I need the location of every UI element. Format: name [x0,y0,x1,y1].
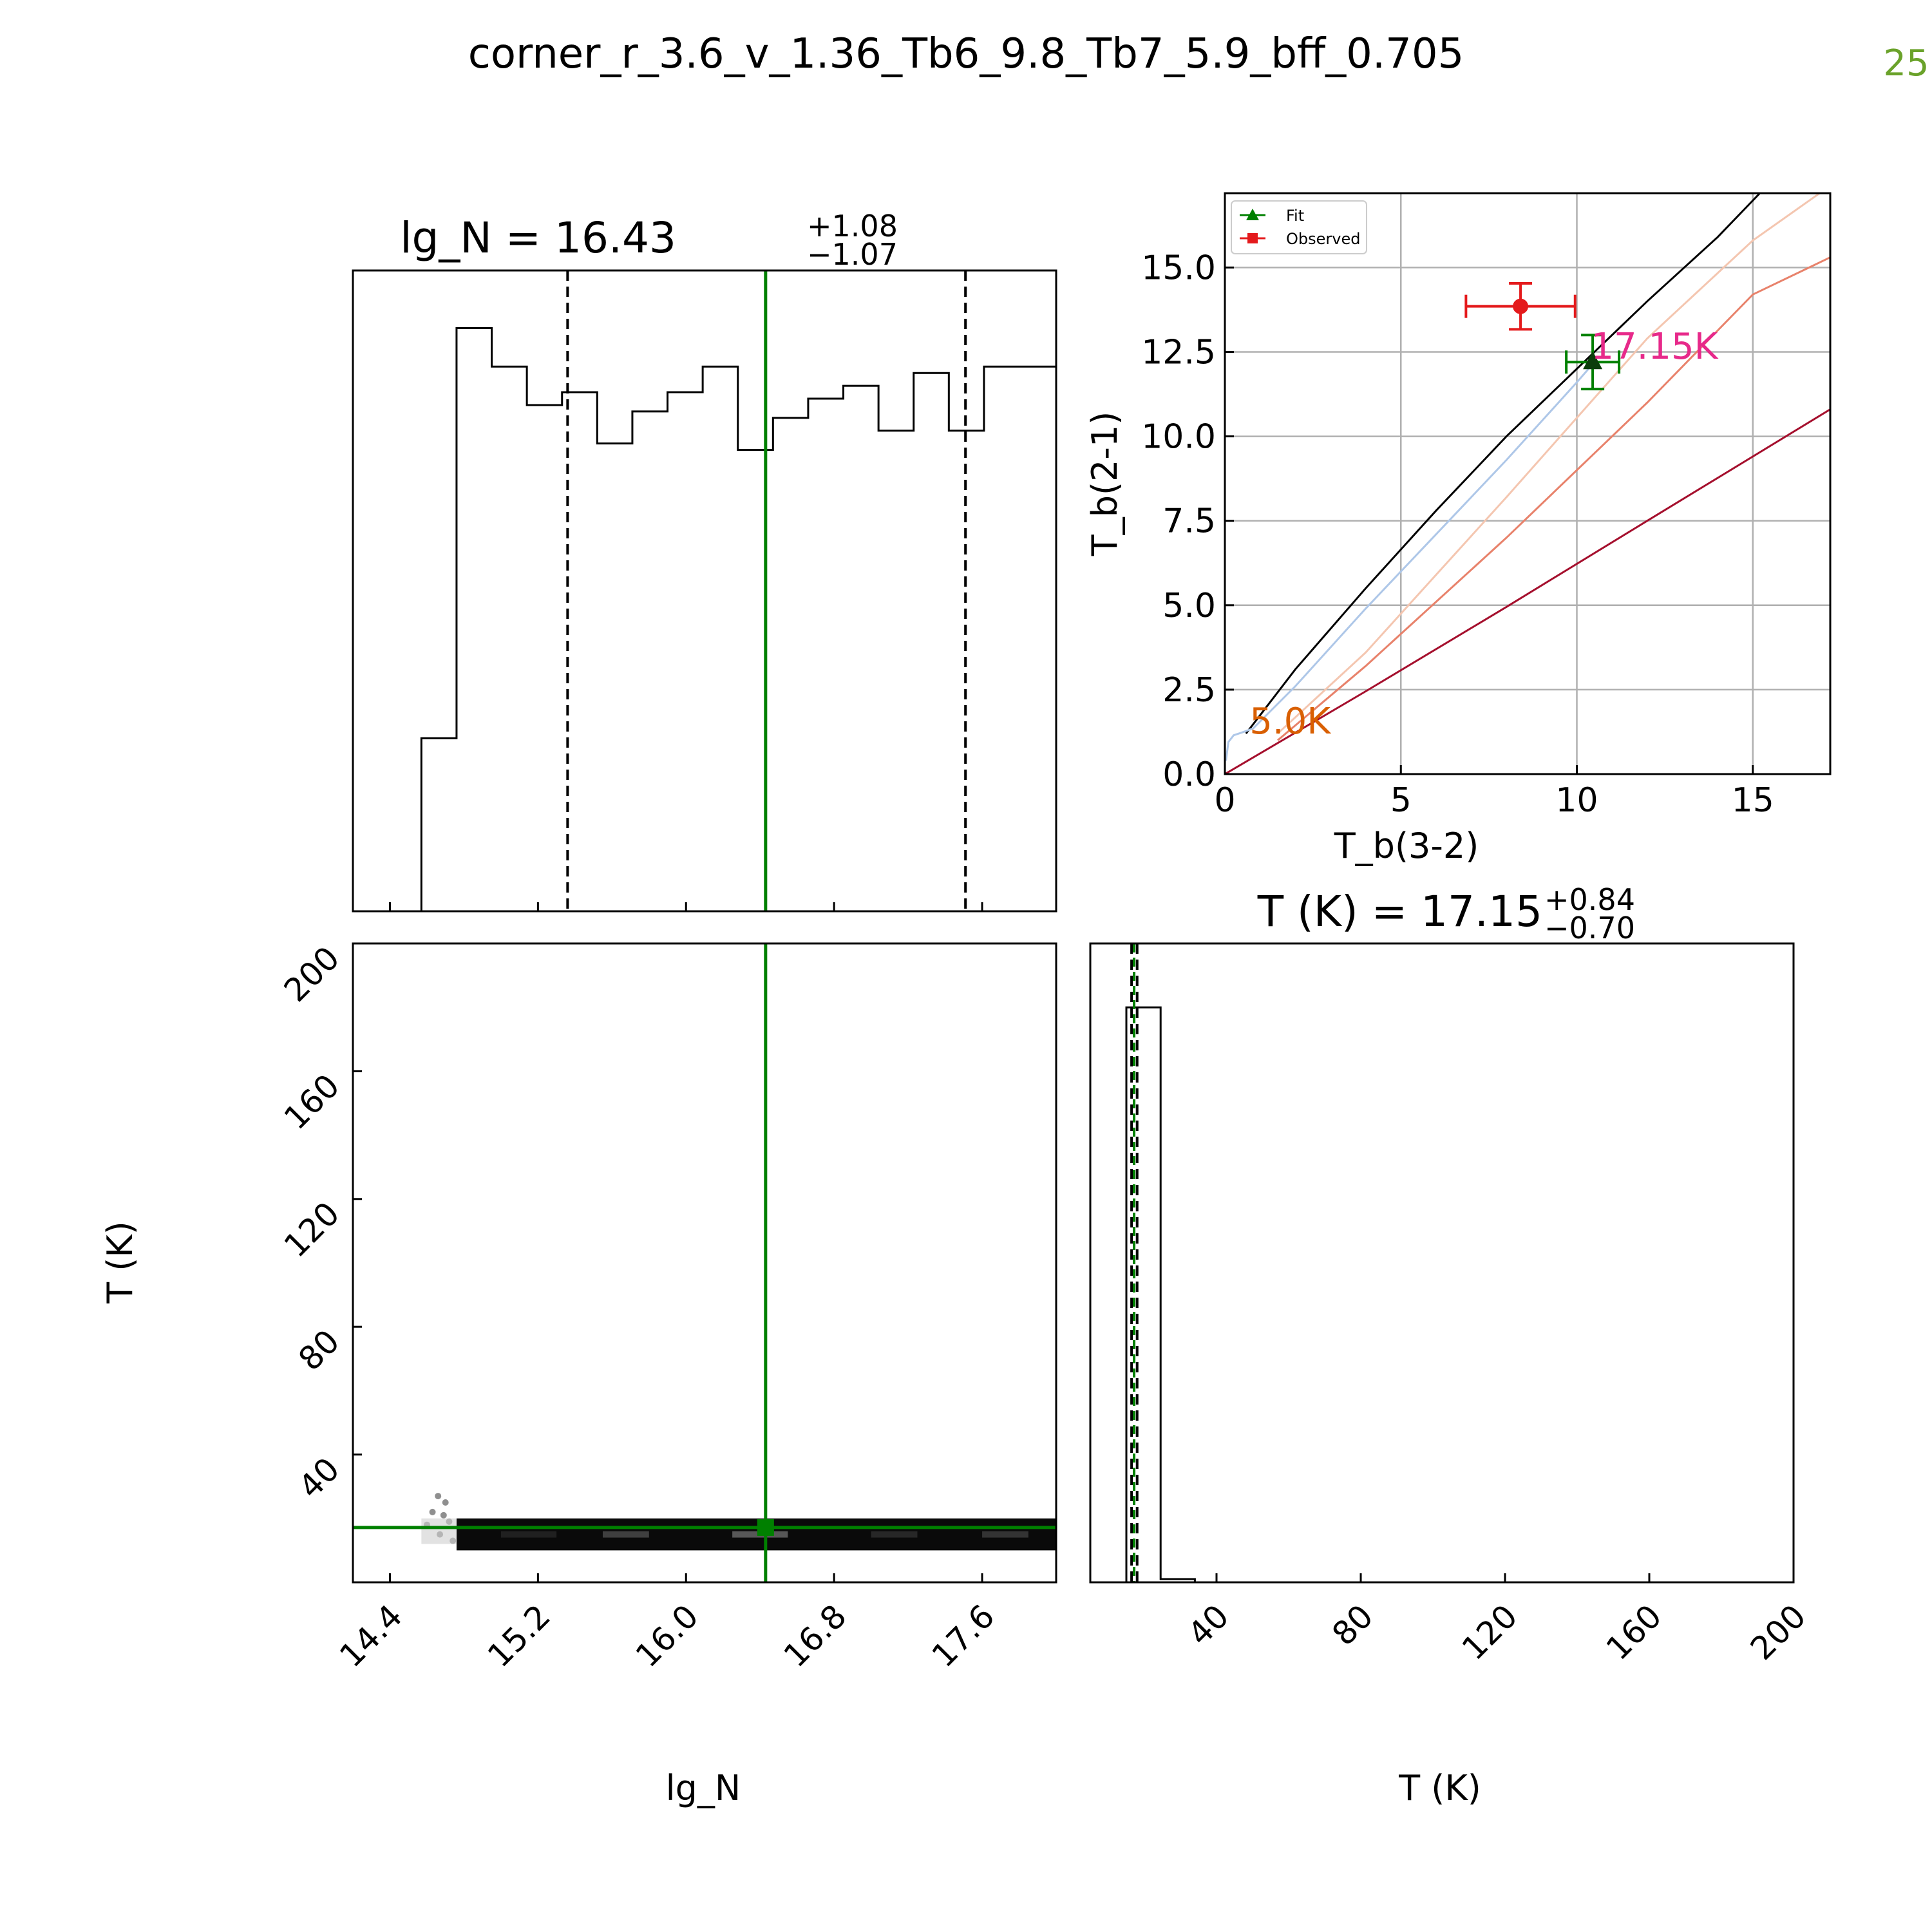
lgN-histogram-plot-area [353,270,1056,911]
tb-y-tick-label: 10.0 [1141,418,1216,457]
scatter-x-axis-label: lg_N [666,1768,741,1808]
tb-diagram-legend: Fit Observed [1231,200,1367,254]
tb-model-curve-3 [1276,193,1821,735]
T-histogram-x-tick-label: 80 [1325,1597,1380,1653]
T-histogram-x-axis-label: T (K) [1398,1768,1481,1808]
tb-y-tick-label: 7.5 [1162,502,1216,541]
scatter-y-tick-label: 160 [277,1067,346,1137]
scatter-truth-marker [757,1519,774,1536]
legend-observed-label: Observed [1286,230,1360,248]
scatter-sample-point [429,1508,436,1515]
T-histogram-plot-area [1090,943,1794,1582]
scatter-x-tick-label: 14.4 [332,1597,410,1674]
scatter-plot-area [353,943,1056,1582]
tb-y-tick-label: 15.0 [1141,249,1216,287]
scatter-frame [352,942,1057,1584]
tb-label-fit-temp: 17.15K [1591,326,1718,368]
tb-diagram-frame [1224,192,1832,775]
T-histogram-x-tick-label: 200 [1743,1597,1813,1667]
page-number: 25 [1883,43,1929,84]
scatter-density-cell [500,1531,557,1538]
tb-diagram-panel: 5.0K 17.15K Fit Observed 0 5 10 15 0.0 2.5 5.0 7… [1084,192,1832,866]
lgN-histogram-panel: lg_N = 16.43 +1.08 −1.07 [352,209,1057,913]
tb-fit-point-marker [1583,351,1603,370]
lgN-histogram-title-plus: +1.08 [807,209,898,243]
T-histogram-title-minus: −0.70 [1544,911,1635,945]
scatter-sample-point [442,1499,449,1506]
tb-observed-point-marker [1513,298,1529,314]
legend-fit-marker [1246,209,1259,220]
figure-title: corner_r_3.6_v_1.36_Tb6_9.8_Tb7_5.9_bff_… [468,30,1464,78]
tb-y-tick-label: 12.5 [1141,333,1216,372]
scatter-x-tick-label: 17.6 [925,1597,1002,1674]
scatter-density-cell [602,1531,649,1538]
legend-fit-label: Fit [1286,207,1304,225]
T-histogram-x-tick-label: 160 [1599,1597,1669,1667]
tb-model-curve-4 [1277,256,1830,741]
scatter-x-tick-label: 16.0 [629,1597,706,1674]
lgN-histogram-frame [352,269,1057,913]
tb-diagram-plot-area: 5.0K 17.15K [1225,193,1830,774]
scatter-sample-point [435,1493,442,1500]
scatter-density-edge [421,1518,457,1544]
T-histogram-title: T (K) = 17.15 [1257,887,1542,936]
scatter-y-tick-label: 120 [277,1195,346,1264]
T-histogram-x-tick-label: 120 [1455,1597,1524,1667]
tb-x-tick-label: 15 [1732,781,1774,820]
scatter-y-tick-label: 40 [291,1450,346,1506]
scatter-y-tick-label: 200 [277,939,346,1009]
tb-y-axis-label: T_b(2-1) [1084,412,1125,557]
tb-y-tick-label: 0.0 [1162,755,1216,794]
lgN-T-scatter-panel: 14.4 15.2 16.0 16.8 17.6 40 80 120 160 200 [277,939,1057,1674]
tb-y-tick-label: 2.5 [1162,671,1216,710]
tb-model-curve-5 [1225,408,1830,774]
T-histogram-x-tick-label: 40 [1180,1597,1236,1653]
scatter-density-cell [871,1531,918,1538]
tb-observed-point [1464,282,1577,331]
T-histogram-panel: T (K) = 17.15 +0.84 −0.70 40 80 120 160 200 [1089,882,1813,1667]
lgN-histogram-steps [353,327,1056,911]
tb-x-tick-label: 5 [1390,781,1412,820]
scatter-y-axis-label: T (K) [100,1221,140,1304]
tb-y-tick-label: 5.0 [1162,587,1216,625]
scatter-density-cell [982,1531,1028,1538]
T-histogram-title-plus: +0.84 [1544,882,1635,917]
scatter-y-tick-label: 80 [291,1323,346,1378]
lgN-histogram-title: lg_N = 16.43 [400,213,676,263]
tb-x-axis-label: T_b(3-2) [1334,826,1479,866]
tb-model-curve-1 [1245,193,1761,734]
scatter-x-tick-label: 16.8 [777,1597,854,1674]
lgN-histogram-title-minus: −1.07 [807,237,898,272]
tb-label-low-temp: 5.0K [1249,701,1331,743]
tb-x-tick-label: 10 [1555,781,1598,820]
tb-fit-point [1565,334,1621,391]
tb-model-curve-2 [1225,361,1595,761]
scatter-x-tick-label: 15.2 [480,1597,558,1674]
T-histogram-steps [1090,1006,1794,1582]
scatter-sample-point [440,1511,447,1519]
tb-x-tick-label: 0 [1214,781,1235,820]
legend-observed-marker [1247,233,1258,243]
T-histogram-frame [1089,942,1795,1584]
